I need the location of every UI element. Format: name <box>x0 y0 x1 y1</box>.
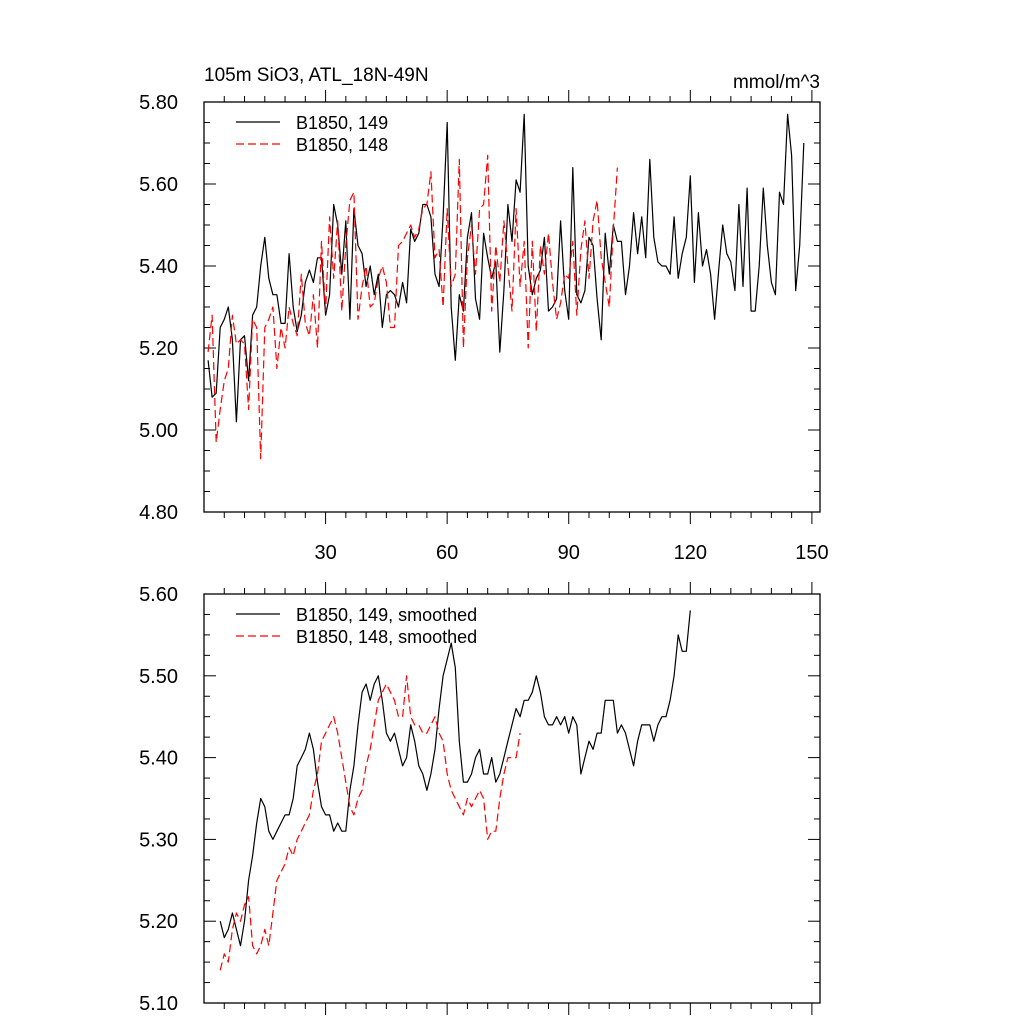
plot-frame <box>203 593 821 1004</box>
x-tick-label: 90 <box>558 542 580 564</box>
y-tick-label: 5.00 <box>139 420 178 442</box>
series-line-black <box>219 610 691 947</box>
y-tick-label: 5.40 <box>139 256 178 278</box>
units-label: mmol/m^3 <box>733 72 820 93</box>
y-tick-label: 4.80 <box>139 502 178 524</box>
x-tick-label: 30 <box>314 542 336 564</box>
y-tick-label: 5.50 <box>139 666 178 688</box>
y-tick-label: 5.40 <box>139 748 178 770</box>
legend-label: B1850, 148 <box>296 135 388 155</box>
y-tick-label: 5.30 <box>139 829 178 851</box>
bottom-chart-panel: 5.10 5.20 5.30 5.40 5.50 5.60 B1850, 149, smoo… <box>139 582 821 1015</box>
x-tick-label: 120 <box>674 542 707 564</box>
y-tick-label: 5.10 <box>139 993 178 1015</box>
y-tick-label: 5.20 <box>139 338 178 360</box>
y-tick-label: 5.80 <box>139 92 178 114</box>
y-tick-label: 5.60 <box>139 584 178 606</box>
y-tick-label: 5.60 <box>139 174 178 196</box>
x-tick-label: 150 <box>795 542 828 564</box>
legend-label: B1850, 149, smoothed <box>296 605 477 625</box>
legend-label: B1850, 148, smoothed <box>296 627 477 647</box>
x-tick-label: 60 <box>436 542 458 564</box>
y-tick-label: 5.20 <box>139 911 178 933</box>
series-line-black <box>207 113 805 423</box>
series-line-red <box>207 154 618 460</box>
series-line-red <box>219 675 521 971</box>
figure-title: 105m SiO3, ATL_18N-49N <box>204 65 429 86</box>
top-chart-panel: 4.80 5.00 5.20 5.40 5.60 5.80 30 60 90 120 150 B185… <box>139 90 829 564</box>
legend-label: B1850, 149 <box>296 113 388 133</box>
